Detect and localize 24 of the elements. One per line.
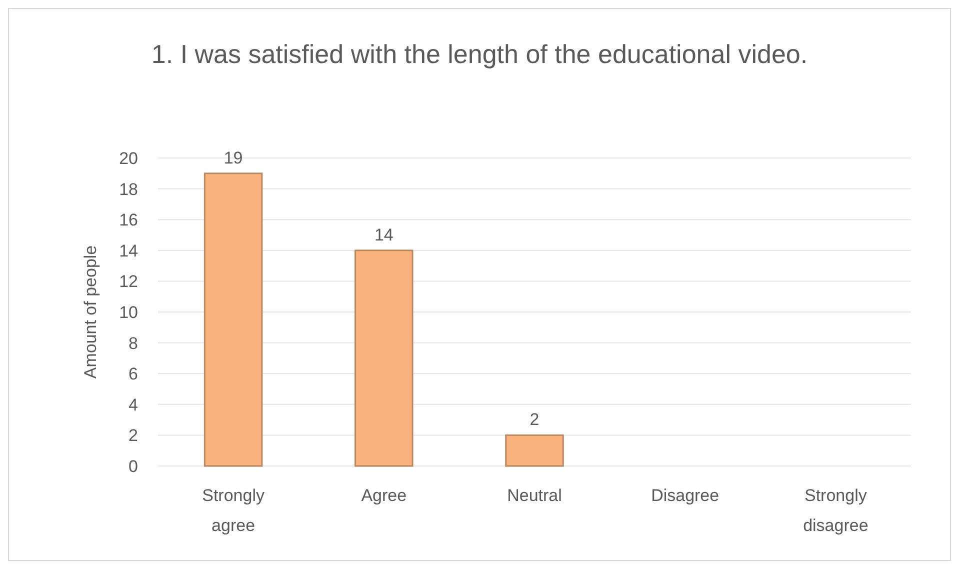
y-tick-label: 10: [119, 302, 138, 322]
y-tick-label: 2: [128, 426, 138, 446]
x-tick-label: Strongly agree: [202, 486, 265, 535]
bar: [354, 250, 414, 467]
y-tick-label: 20: [119, 148, 138, 168]
x-tick-label: Neutral: [507, 486, 562, 505]
y-axis-title: Amount of people: [81, 245, 100, 379]
y-tick-label: 0: [128, 456, 138, 476]
y-tick-label: 12: [119, 272, 138, 292]
x-tick-label: Strongly disagree: [803, 486, 868, 535]
y-tick-label: 16: [119, 210, 138, 230]
chart-title: 1. I was satisfied with the length of the educational video.: [151, 39, 808, 69]
data-label: 2: [530, 410, 540, 430]
bar: [505, 434, 564, 467]
y-tick-label: 18: [119, 180, 138, 199]
bar: [204, 172, 263, 467]
y-tick-label: 6: [128, 364, 138, 384]
y-tick-label: 4: [128, 395, 138, 414]
data-label: 19: [224, 148, 243, 168]
x-tick-label: Disagree: [651, 486, 720, 505]
x-tick-label: Agree: [361, 486, 407, 505]
y-tick-label: 14: [119, 241, 138, 260]
data-label: 14: [374, 225, 394, 244]
y-tick-label: 8: [128, 334, 138, 353]
